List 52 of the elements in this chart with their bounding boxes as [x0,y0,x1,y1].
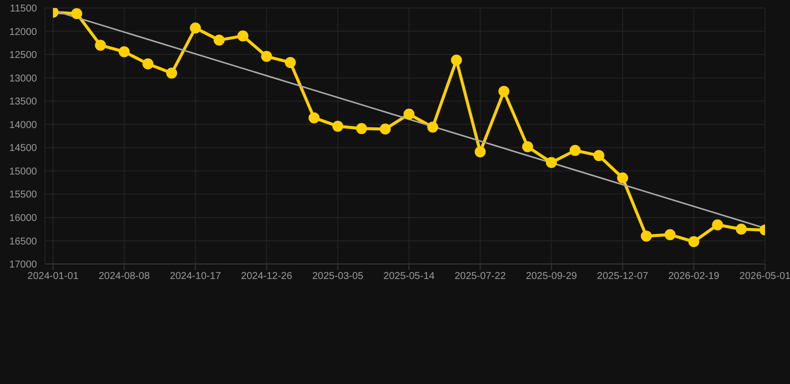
y-tick-label: 13000 [9,73,38,84]
point [142,58,154,70]
point [450,54,462,66]
point [190,22,201,34]
point [617,172,628,184]
y-tick-label: 16500 [9,236,38,248]
point [118,46,130,58]
y-tick-label: 14500 [9,143,38,154]
x-tick-label: 2026-05-01 [739,271,790,282]
point [474,146,486,158]
point [593,150,604,162]
y-tick-label: 15000 [9,166,38,178]
y-tick-label: 16000 [9,213,38,224]
x-tick-label: 2024-01-01 [27,271,80,282]
point [404,108,414,120]
x-tick-label: 2025-03-05 [312,271,364,282]
point [498,86,510,97]
y-tick-label: 17000 [9,260,38,271]
point [688,236,700,248]
point [380,124,391,135]
y-tick-label: 13500 [9,96,38,108]
x-tick-label: 2025-07-22 [454,271,506,282]
point [261,50,272,62]
point [94,40,106,51]
y-tick-label: 12000 [9,26,38,38]
point [166,68,178,79]
x-tick-label: 2024-10-17 [170,271,222,282]
point [356,123,368,134]
point [664,229,676,240]
x-tick-label: 2025-12-07 [597,271,649,282]
point [427,122,438,133]
point [640,230,652,242]
y-tick-label: 14000 [9,120,38,131]
point [284,56,296,68]
point [71,8,82,20]
point [570,144,581,156]
point [332,120,344,132]
y-tick-label: 12500 [9,50,38,62]
x-tick-label: 2024-08-08 [98,271,150,282]
y-tick-label: 11500 [10,4,38,15]
point [237,30,248,42]
point [522,141,534,152]
point [214,34,225,46]
x-tick-label: 2024-12-26 [241,271,293,282]
x-tick-label: 2025-09-29 [526,271,578,282]
point [546,157,557,168]
point [736,224,747,235]
point [308,112,320,124]
x-tick-label: 2026-02-19 [668,271,720,282]
x-tick-label: 2025-05-14 [383,271,436,282]
point [712,219,724,230]
y-tick-label: 15500 [9,190,38,201]
